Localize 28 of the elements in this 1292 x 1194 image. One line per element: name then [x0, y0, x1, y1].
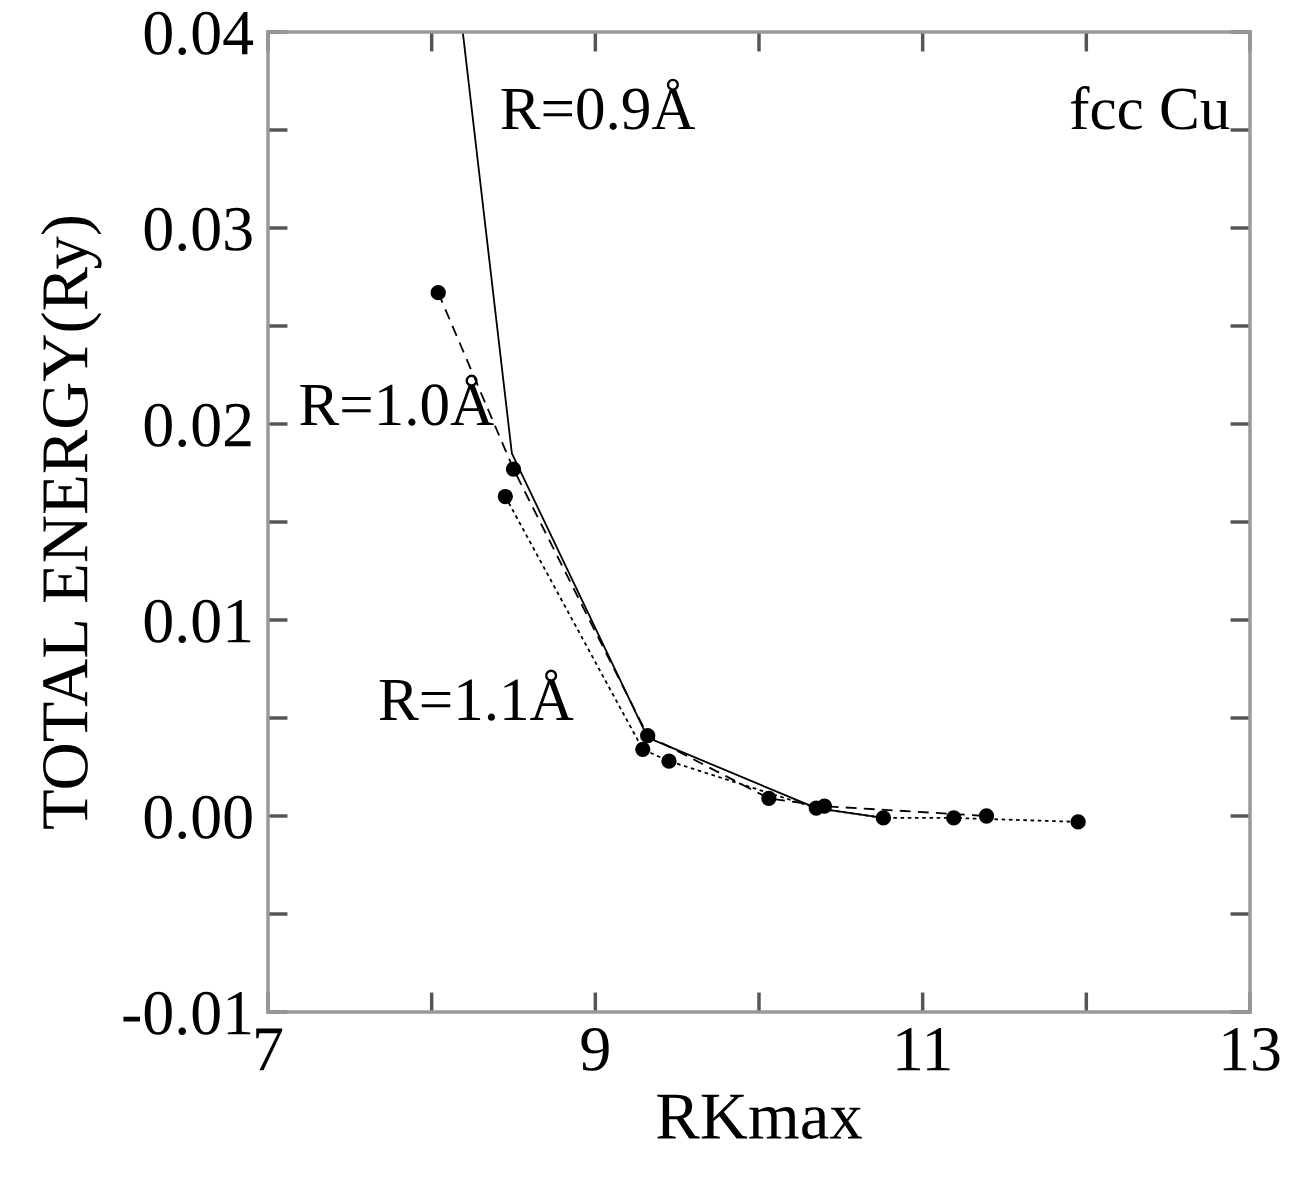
- point: [661, 753, 677, 769]
- x-axis-title: RKmax: [657, 1094, 862, 1140]
- y-axis-title: TOTAL ENERGY(Ry): [40, 216, 102, 829]
- y-tick-label: -0.01: [123, 991, 251, 1036]
- point: [875, 810, 892, 826]
- point: [505, 461, 522, 477]
- x-tick-label: 13: [1223, 1027, 1280, 1071]
- annotation: R=0.9Å: [501, 78, 696, 130]
- point: [635, 741, 651, 757]
- annotation: R=1.0Å: [300, 374, 494, 426]
- point: [808, 800, 824, 816]
- y-tick-label: 0.03: [144, 207, 252, 252]
- y-tick-label: 0.01: [144, 599, 251, 644]
- y-tick-label: 0.00: [144, 795, 252, 840]
- point: [946, 810, 962, 826]
- x-tick-label: 11: [897, 1028, 950, 1071]
- x-tick-label: 9: [581, 1027, 609, 1071]
- point: [1070, 814, 1086, 830]
- point: [761, 790, 777, 806]
- y-tick-label: 0.04: [144, 11, 254, 56]
- y-tick-label: 0.02: [144, 403, 251, 448]
- point: [640, 728, 656, 744]
- point: [978, 808, 995, 824]
- point: [430, 285, 446, 301]
- point: [497, 488, 513, 505]
- annotation: fcc Cu: [1071, 85, 1230, 130]
- annotation: R=1.1Å: [379, 669, 574, 721]
- x-tick-label: 7: [256, 1028, 283, 1071]
